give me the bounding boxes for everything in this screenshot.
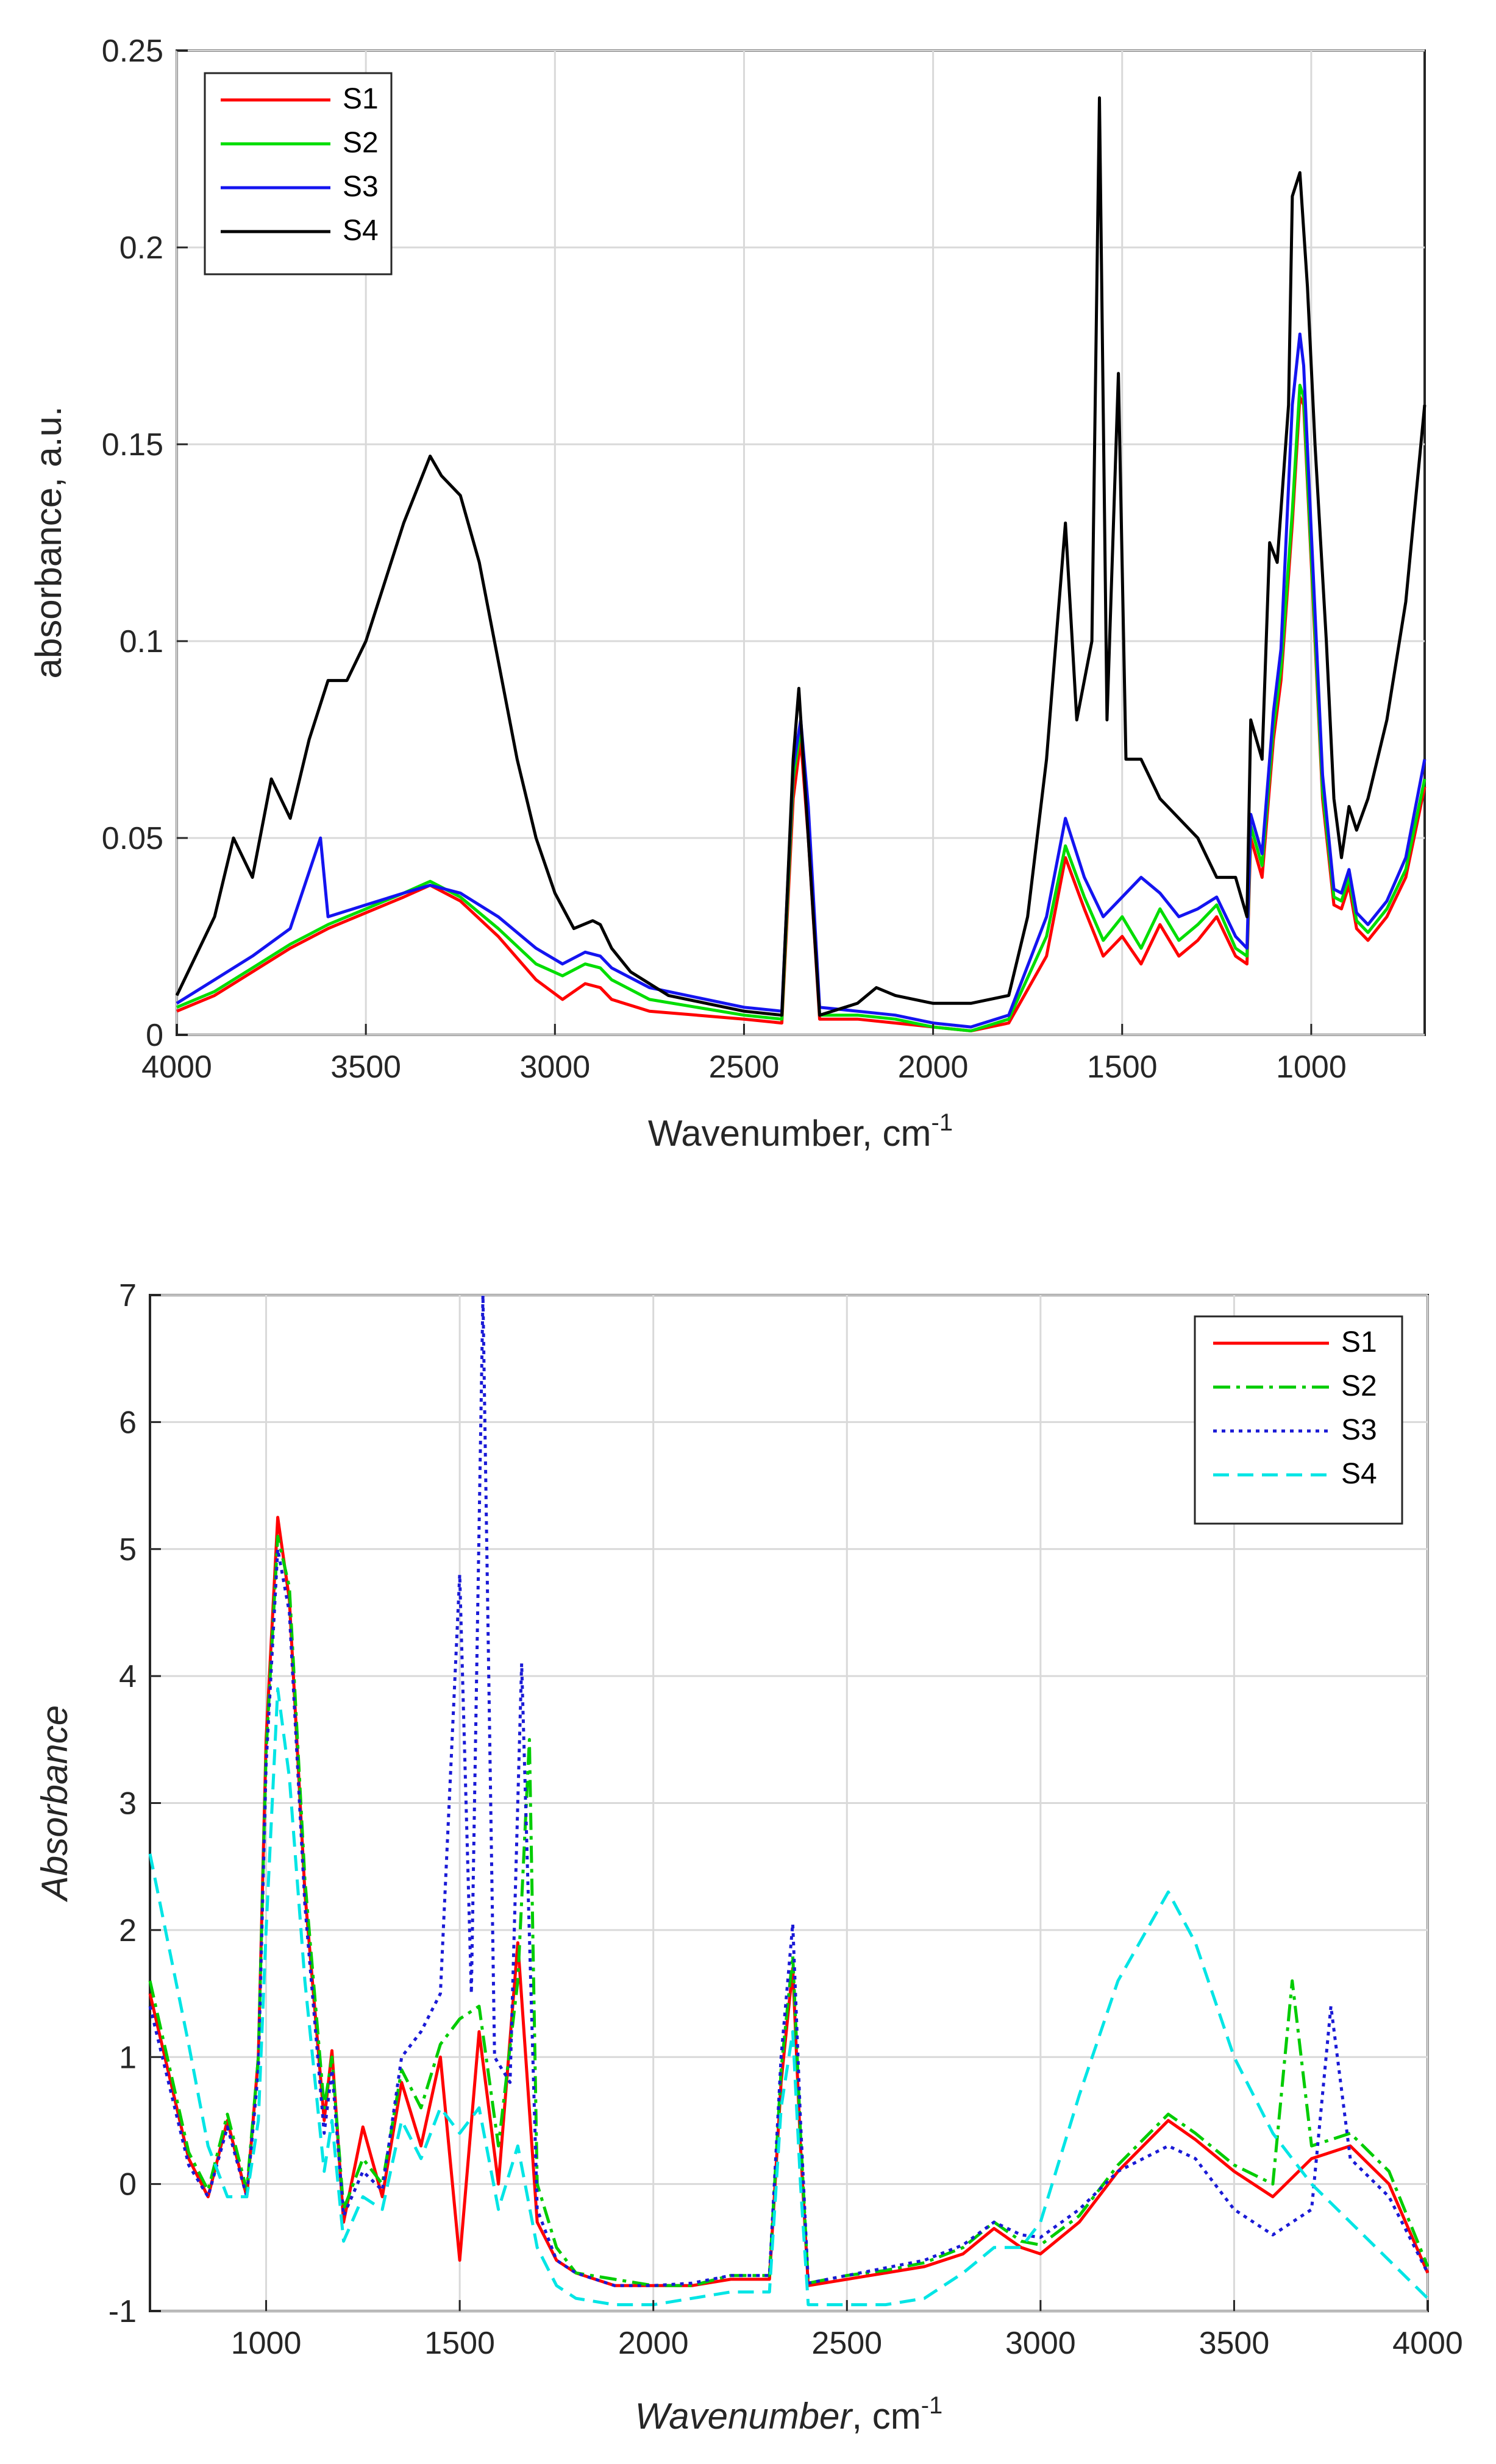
x-tick-label: 1000	[231, 2326, 302, 2361]
x-tick-label: 3000	[519, 1049, 590, 1085]
y-axis-label-bottom: Absorbance	[34, 1705, 75, 1902]
legend-label-s3: S3	[343, 171, 379, 203]
series-line-s3	[148, 1293, 1430, 2287]
series-line-s4	[148, 1687, 1429, 2307]
y-ticks-bottom: -1 0 1 2 3 4 5 6 7	[109, 1278, 161, 2329]
x-tick-label: 4000	[141, 1049, 212, 1085]
y-tick-label: 3	[119, 1786, 137, 1822]
x-tick-label: 3000	[1005, 2326, 1076, 2361]
y-tick-label: 1	[119, 2040, 137, 2075]
y-tick-label: 2	[119, 1913, 137, 1948]
y-tick-label: 0.1	[119, 624, 163, 659]
legend-label-s3: S3	[1341, 1414, 1377, 1446]
chart-top: 4000 3500 3000 2500 2000 1500 1000 0 0.05 0.1 0.1…	[28, 34, 1427, 1154]
series-line-s2	[148, 1535, 1430, 2287]
legend-label-s1: S1	[1341, 1326, 1377, 1358]
y-tick-label: -1	[109, 2294, 137, 2329]
x-tick-label: 2000	[618, 2326, 689, 2361]
x-ticks-bottom: 1000 1500 2000 2500 3000 3500 4000	[231, 2300, 1463, 2361]
y-tick-label: 7	[119, 1278, 137, 1313]
y-tick-label: 0	[119, 2167, 137, 2203]
x-tick-label: 1500	[424, 2326, 495, 2361]
y-tick-label: 6	[119, 1405, 137, 1440]
y-tick-label: 0.15	[102, 427, 163, 463]
x-tick-label: 1000	[1276, 1049, 1347, 1085]
x-tick-label: 3500	[330, 1049, 401, 1085]
y-tick-label: 0.25	[102, 34, 163, 69]
x-tick-label: 2000	[898, 1049, 969, 1085]
series-line-s4	[175, 96, 1427, 1017]
series-lines-bottom	[148, 1293, 1430, 2307]
legend-box-top	[204, 72, 393, 275]
x-tick-label: 2500	[709, 1049, 780, 1085]
chart-bottom: 1000 1500 2000 2500 3000 3500 4000 -101234567 …	[34, 1278, 1463, 2437]
y-tick-label: 0.2	[119, 230, 163, 266]
x-tick-label: 2500	[811, 2326, 882, 2361]
y-ticks-top: 0 0.05 0.1 0.15 0.2 0.25	[102, 34, 188, 1053]
series-lines-top	[175, 96, 1427, 1032]
legend-label-s4: S4	[343, 215, 379, 247]
series-line-s3	[176, 332, 1427, 1029]
x-tick-label: 4000	[1392, 2326, 1463, 2361]
x-axis-label-top: Wavenumber, cm-1	[648, 1109, 953, 1154]
y-tick-label: 4	[119, 1659, 137, 1694]
x-ticks-top: 4000 3500 3000 2500 2000 1500 1000	[141, 1024, 1347, 1085]
legend-box-bottom	[1194, 1315, 1403, 1525]
x-tick-label: 3500	[1199, 2326, 1270, 2361]
legend-bottom: S1 S2 S3 S4	[1194, 1315, 1403, 1525]
y-tick-label: 0.05	[102, 821, 163, 856]
grid-bottom	[150, 1294, 1429, 2312]
x-tick-label: 1500	[1087, 1049, 1158, 1085]
legend-label-s1: S1	[343, 83, 379, 115]
y-axis-label-top: absorbance, a.u.	[28, 407, 69, 679]
legend-top: S1 S2 S3 S4	[204, 72, 393, 275]
x-axis-label-bottom: Wavenumber, cm-1	[635, 2392, 943, 2437]
y-tick-label: 0	[146, 1018, 163, 1053]
legend-label-s2: S2	[343, 127, 379, 159]
legend-label-s4: S4	[1341, 1458, 1377, 1490]
y-tick-label: 5	[119, 1532, 137, 1568]
legend-label-s2: S2	[1341, 1370, 1377, 1402]
